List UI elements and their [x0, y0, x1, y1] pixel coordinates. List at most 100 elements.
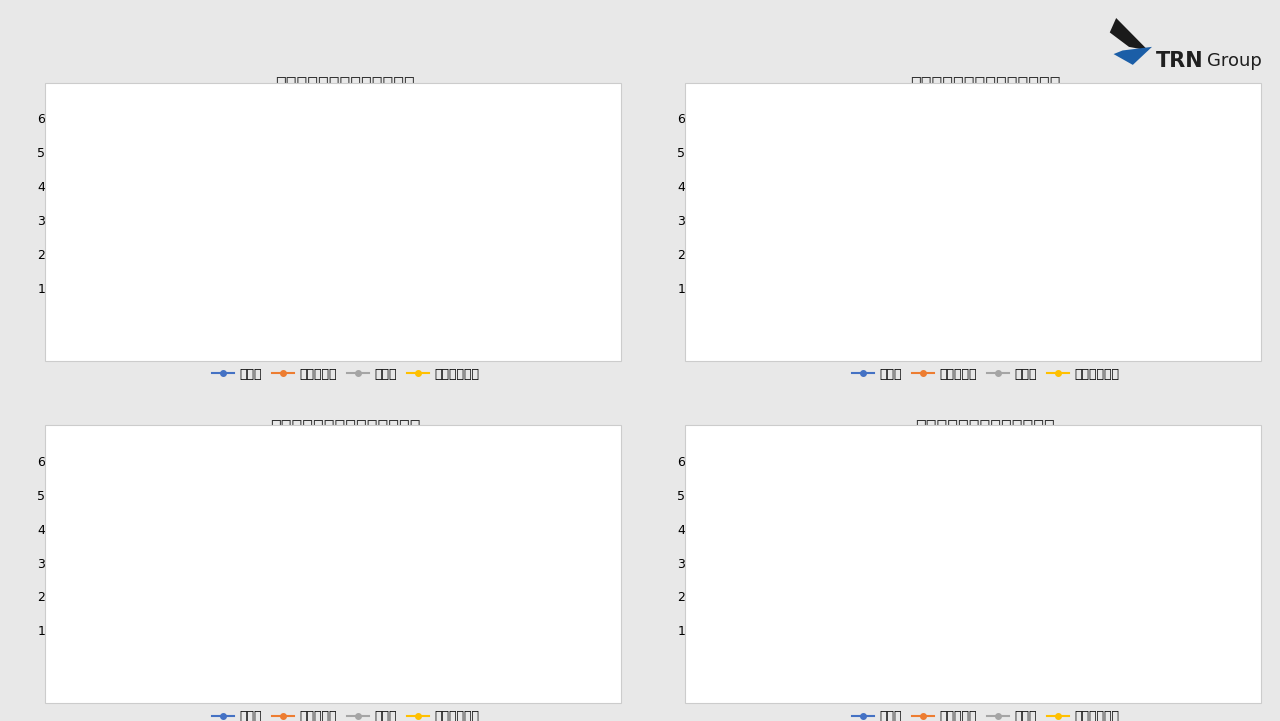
繁華街 — [99, 185, 114, 194]
ロードサイド — [99, 554, 114, 563]
住宅街 — [259, 629, 274, 638]
繁華街 — [417, 162, 433, 170]
ロードサイド — [1057, 280, 1073, 289]
住宅街 — [1138, 596, 1153, 604]
ロードサイド — [1217, 293, 1233, 302]
繁華街 — [417, 514, 433, 523]
ロードサイド — [899, 636, 914, 645]
住宅街 — [178, 229, 193, 238]
Title: 物件希望立地タイプ＜東京圈＞: 物件希望立地タイプ＜東京圈＞ — [910, 76, 1061, 94]
Line: 住宅街: 住宅街 — [104, 607, 588, 667]
ビジネス街 — [978, 229, 993, 238]
繁華街 — [1057, 172, 1073, 180]
Line: 住宅街: 住宅街 — [104, 231, 588, 270]
繁華街 — [978, 500, 993, 509]
ロードサイド — [498, 287, 513, 296]
ビジネス街 — [498, 236, 513, 244]
繁華街 — [739, 182, 754, 190]
ロードサイド — [338, 609, 353, 618]
繁華街 — [1138, 155, 1153, 164]
ビジネス街 — [498, 623, 513, 632]
住宅街 — [338, 646, 353, 655]
Line: 繁華街: 繁華街 — [104, 461, 588, 549]
ロードサイド — [739, 297, 754, 306]
ビジネス街 — [1138, 226, 1153, 234]
住宅街 — [577, 257, 593, 265]
繁華街 — [899, 162, 914, 170]
住宅街 — [259, 249, 274, 258]
ビジネス街 — [417, 233, 433, 242]
繁華街 — [498, 460, 513, 469]
住宅街 — [739, 233, 754, 242]
Line: 住宅街: 住宅街 — [744, 214, 1228, 267]
ビジネス街 — [259, 554, 274, 563]
住宅街 — [1057, 260, 1073, 268]
ビジネス街 — [338, 575, 353, 584]
住宅街 — [978, 233, 993, 242]
住宅街 — [99, 606, 114, 614]
Line: 繁華街: 繁華街 — [744, 156, 1228, 195]
住宅街 — [818, 212, 833, 221]
住宅街 — [417, 260, 433, 268]
ビジネス街 — [978, 578, 993, 587]
繁華街 — [1138, 474, 1153, 482]
Legend: 繁華街, ビジネス街, 住宅街, ロードサイド: 繁華街, ビジネス街, 住宅街, ロードサイド — [211, 368, 479, 381]
Line: ビジネス街: ビジネス街 — [104, 526, 588, 629]
住宅街 — [99, 233, 114, 242]
ビジネス街 — [1217, 592, 1233, 601]
ロードサイド — [818, 606, 833, 614]
ビジネス街 — [899, 562, 914, 570]
ロードサイド — [178, 646, 193, 655]
ビジネス街 — [577, 572, 593, 580]
ロードサイド — [899, 307, 914, 316]
ロードサイド — [1138, 619, 1153, 628]
ビジネス街 — [178, 247, 193, 255]
ビジネス街 — [739, 575, 754, 584]
住宅街 — [1217, 589, 1233, 598]
繁華街 — [899, 510, 914, 519]
住宅街 — [899, 226, 914, 234]
住宅街 — [739, 552, 754, 560]
住宅街 — [338, 260, 353, 268]
ロードサイド — [259, 575, 274, 584]
Line: 繁華街: 繁華街 — [104, 146, 588, 193]
ビジネス街 — [818, 257, 833, 265]
Legend: 繁華街, ビジネス街, 住宅街, ロードサイド: 繁華街, ビジネス街, 住宅街, ロードサイド — [851, 710, 1119, 721]
ビジネス街 — [259, 226, 274, 234]
ビジネス街 — [1057, 599, 1073, 608]
ビジネス街 — [577, 216, 593, 224]
繁華街 — [577, 182, 593, 190]
Title: 物件希望立地タイプ＜全体＞: 物件希望立地タイプ＜全体＞ — [275, 76, 415, 94]
ロードサイド — [417, 277, 433, 286]
ロードサイド — [1057, 612, 1073, 621]
繁華街 — [338, 158, 353, 167]
住宅街 — [577, 660, 593, 668]
ロードサイド — [978, 609, 993, 618]
ロードサイド — [739, 612, 754, 621]
Line: ビジネス街: ビジネス街 — [744, 204, 1228, 263]
ロードサイド — [338, 283, 353, 292]
繁華街 — [818, 480, 833, 489]
Text: Group: Group — [1207, 53, 1262, 70]
ビジネス街 — [1217, 202, 1233, 211]
Line: 繁華街: 繁華街 — [744, 475, 1228, 569]
住宅街 — [178, 633, 193, 642]
住宅街 — [978, 606, 993, 614]
ビジネス街 — [99, 596, 114, 604]
ビジネス街 — [1057, 219, 1073, 228]
繁華街 — [259, 172, 274, 180]
Line: ビジネス街: ビジネス街 — [744, 563, 1228, 613]
Line: ロードサイド: ロードサイド — [744, 282, 1228, 314]
繁華街 — [178, 484, 193, 492]
住宅街 — [1057, 596, 1073, 604]
Line: 住宅街: 住宅街 — [744, 553, 1228, 629]
繁華街 — [178, 158, 193, 167]
ビジネス街 — [1138, 606, 1153, 614]
ロードサイド — [1217, 589, 1233, 598]
ロードサイド — [1138, 291, 1153, 299]
住宅街 — [1138, 260, 1153, 268]
Line: ロードサイド: ロードサイド — [104, 275, 588, 301]
ビジネス街 — [99, 219, 114, 228]
住宅街 — [498, 263, 513, 272]
繁華街 — [99, 541, 114, 550]
